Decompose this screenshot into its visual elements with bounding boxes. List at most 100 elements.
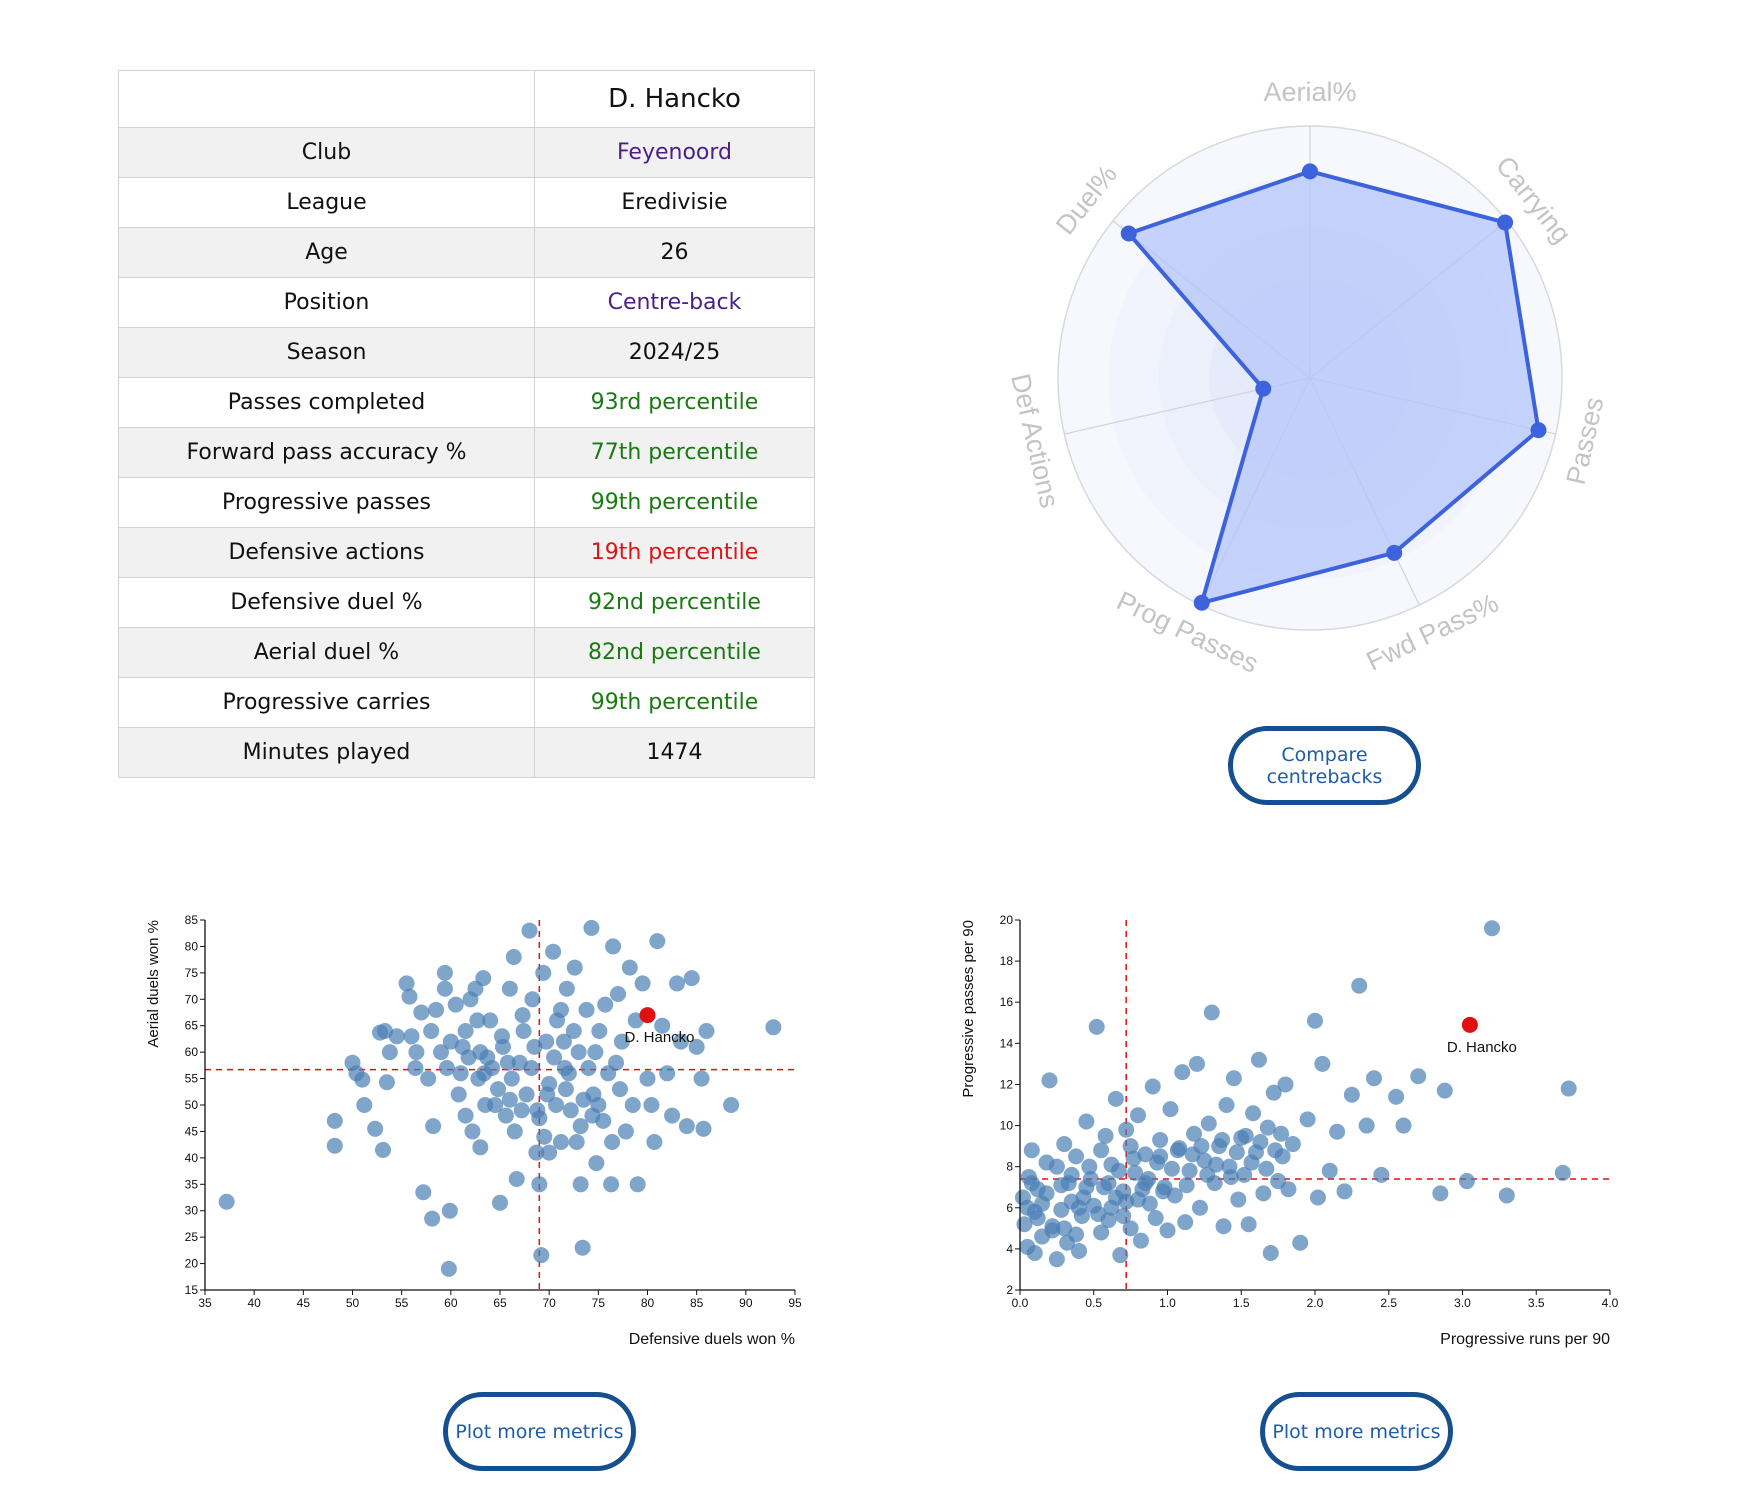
- player-name-header: D. Hancko: [534, 70, 815, 128]
- scatter-point: [604, 1134, 621, 1150]
- scatter-point: [629, 1176, 646, 1193]
- y-tick-label: 55: [185, 1072, 199, 1086]
- scatter-point: [536, 1128, 553, 1145]
- plot-more-metrics-button-left[interactable]: Plot more metrics: [443, 1392, 636, 1471]
- x-tick-label: 90: [739, 1296, 753, 1310]
- scatter-point: [521, 922, 538, 939]
- scatter-point: [484, 1060, 501, 1076]
- y-tick-label: 30: [185, 1204, 199, 1218]
- table-row: Age 26: [118, 227, 815, 278]
- scatter-point: [472, 1139, 489, 1156]
- scatter-point: [1053, 1201, 1070, 1218]
- scatter-point: [1034, 1195, 1051, 1212]
- radar-point: [1530, 422, 1547, 439]
- y-tick-label: 6: [1006, 1201, 1013, 1215]
- row-label: Passes completed: [118, 377, 535, 428]
- x-tick-label: 1.0: [1159, 1296, 1176, 1310]
- scatter-point: [1048, 1251, 1065, 1268]
- scatter-point: [1237, 1127, 1254, 1144]
- scatter-point: [1147, 1210, 1164, 1227]
- scatter-point: [1200, 1115, 1217, 1132]
- y-tick-label: 70: [185, 992, 199, 1006]
- scatter-point: [436, 964, 453, 981]
- scatter-point: [688, 1038, 705, 1055]
- scatter-point: [1078, 1113, 1095, 1130]
- y-tick-label: 60: [185, 1045, 199, 1059]
- table-row: Progressive passes 99th percentile: [118, 477, 815, 528]
- x-tick-label: 45: [297, 1296, 311, 1310]
- compare-centrebacks-button[interactable]: Compare centrebacks: [1228, 726, 1421, 805]
- scatter-point: [565, 1023, 582, 1039]
- scatter-point: [1280, 1181, 1297, 1198]
- x-tick-label: 65: [493, 1296, 507, 1310]
- scatter-point: [1321, 1162, 1338, 1179]
- scatter-point: [1240, 1216, 1257, 1233]
- scatter-point: [1189, 1055, 1205, 1072]
- x-tick-label: 4.0: [1602, 1296, 1619, 1310]
- scatter-point: [457, 1023, 474, 1039]
- scatter-point: [578, 1001, 595, 1018]
- scatter-point: [326, 1137, 343, 1154]
- scatter-point: [433, 1044, 449, 1061]
- scatter-point: [513, 1102, 530, 1119]
- scatter-point: [693, 1070, 710, 1087]
- y-tick-label: 2: [1006, 1283, 1013, 1297]
- scatter-point: [401, 988, 418, 1005]
- table-body: Club Feyenoord League Eredivisie Age 26 Positi…: [118, 127, 815, 778]
- scatter-point: [1132, 1232, 1149, 1249]
- scatter-point: [1277, 1076, 1294, 1093]
- table-row: Defensive duel % 92nd percentile: [118, 577, 815, 628]
- scatter-point: [1100, 1175, 1117, 1192]
- x-tick-label: 60: [444, 1296, 458, 1310]
- y-tick-label: 65: [185, 1019, 199, 1033]
- scatter-point: [438, 1060, 455, 1076]
- scatter-point: [1245, 1105, 1262, 1122]
- scatter-point: [501, 1091, 518, 1108]
- scatter-point: [597, 996, 614, 1013]
- scatter-point: [503, 1070, 520, 1087]
- scatter-point: [1329, 1123, 1346, 1140]
- scatter-point: [765, 1019, 782, 1036]
- scatter-point: [603, 1176, 620, 1193]
- scatter-point: [723, 1097, 740, 1113]
- scatter-point: [552, 1134, 569, 1150]
- x-tick-label: 0.5: [1085, 1296, 1102, 1310]
- scatter-point: [1088, 1018, 1105, 1035]
- scatter-point: [1191, 1199, 1208, 1216]
- y-tick-label: 25: [185, 1230, 199, 1244]
- scatter-point: [695, 1120, 712, 1137]
- scatter-point: [610, 986, 626, 1002]
- radar-point: [1302, 163, 1318, 180]
- scatter-point: [326, 1112, 343, 1129]
- scatter-point: [560, 1065, 577, 1082]
- scatter-point: [1222, 1168, 1239, 1185]
- scatter-point: [428, 1001, 445, 1018]
- scatter-point: [1203, 1004, 1220, 1021]
- y-tick-label: 85: [185, 913, 199, 927]
- scatter-point: [523, 1060, 540, 1076]
- plot-more-metrics-button-right[interactable]: Plot more metrics: [1260, 1392, 1453, 1471]
- scatter-point: [1395, 1117, 1412, 1134]
- scatter-point: [1258, 1160, 1275, 1177]
- scatter-point: [1093, 1224, 1110, 1241]
- scatter-point: [643, 1097, 660, 1113]
- scatter-point: [505, 949, 522, 965]
- x-tick-label: 35: [198, 1296, 212, 1310]
- scatter-point: [493, 1028, 510, 1045]
- scatter-point: [529, 1102, 546, 1119]
- x-tick-label: 85: [690, 1296, 704, 1310]
- scatter-point: [1078, 1179, 1095, 1196]
- duels-scatter-chart: D. Hancko 35 40 45 50 55 60 65 70 75 80 85 90 95 15 20 2…: [145, 913, 802, 1348]
- scatter-point: [1023, 1175, 1040, 1192]
- row-label: Forward pass accuracy %: [118, 427, 535, 478]
- scatter-point: [1255, 1185, 1272, 1202]
- scatter-point: [1366, 1070, 1382, 1087]
- scatter-point: [1373, 1166, 1390, 1183]
- scatter-point: [1115, 1208, 1132, 1224]
- scatter-point: [1107, 1189, 1124, 1206]
- scatter-point: [1044, 1222, 1061, 1239]
- scatter-point: [497, 1107, 514, 1124]
- scatter-point: [423, 1023, 440, 1039]
- scatter-point: [1458, 1173, 1475, 1190]
- scatter-point: [583, 919, 600, 936]
